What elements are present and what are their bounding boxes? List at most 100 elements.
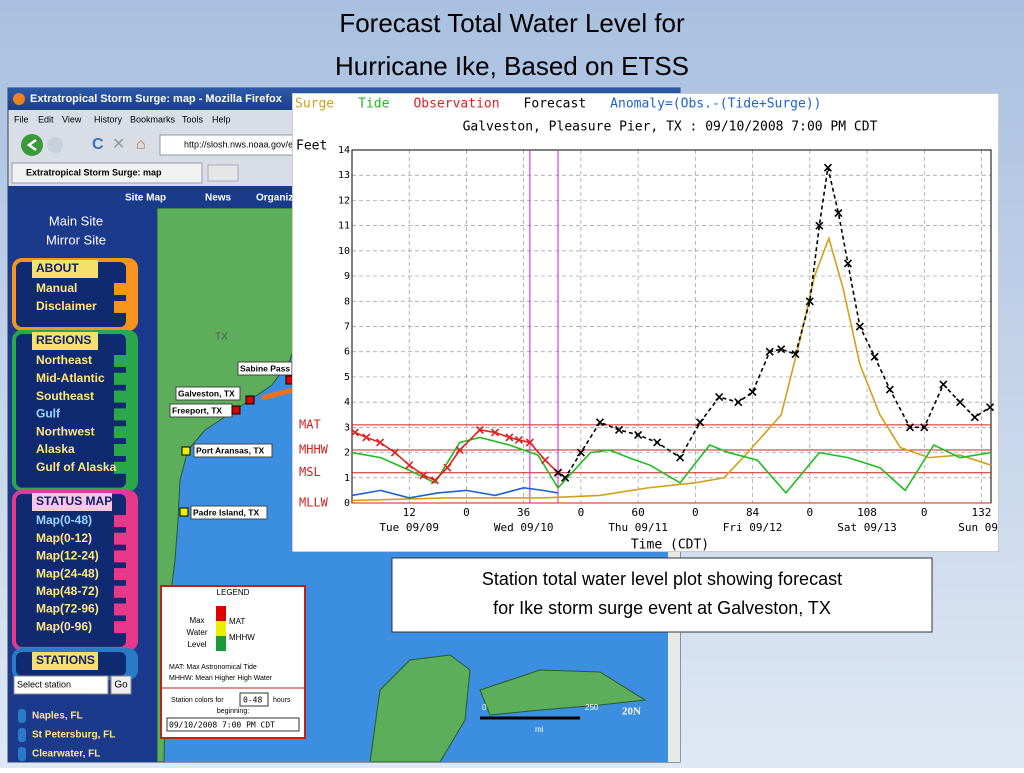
date-input[interactable] <box>166 717 300 732</box>
station-link[interactable]: Clearwater, FL <box>32 749 100 760</box>
y-tick-label: 9 <box>344 271 350 282</box>
station-label: Galveston, TX <box>178 388 235 398</box>
nav-item[interactable]: Map(0-12) <box>36 531 92 545</box>
caption: for Ike storm surge event at Galveston, … <box>493 598 831 618</box>
home-button[interactable]: ⌂ <box>136 136 146 153</box>
data-point <box>614 425 624 434</box>
nav-item[interactable]: Alaska <box>36 442 75 456</box>
station-marker[interactable] <box>231 405 241 415</box>
menu-item[interactable]: View <box>62 114 82 124</box>
legend-title: LEGEND <box>217 588 250 597</box>
station-marker[interactable] <box>179 507 189 517</box>
day-label: Tue 09/09 <box>379 521 439 534</box>
stop-button[interactable]: ✕ <box>112 136 125 153</box>
nav-item[interactable]: Southeast <box>36 389 94 403</box>
plot-background <box>292 93 999 552</box>
section-heading: STATUS MAP <box>36 494 112 508</box>
station-link[interactable]: Naples, FL <box>32 711 83 722</box>
section-heading-bg <box>32 332 98 350</box>
y-tick-label: 7 <box>344 322 350 333</box>
menu-item[interactable]: History <box>94 114 123 124</box>
reload-button[interactable]: C <box>92 136 104 153</box>
state-label: TX <box>215 332 228 343</box>
data-point <box>791 350 800 359</box>
x-axis-label: Time (CDT) <box>631 538 709 553</box>
legend-entry: Forecast <box>524 97 587 112</box>
x-tick-label: 108 <box>857 506 877 519</box>
nav-item[interactable]: Gulf of Alaska <box>36 460 117 474</box>
nav-item[interactable]: Map(12-24) <box>36 549 99 563</box>
hours-value: 0-48 <box>243 696 262 705</box>
menu-item[interactable]: Tools <box>182 114 204 124</box>
station-marker[interactable] <box>181 446 191 456</box>
menu-item[interactable]: File <box>14 114 29 124</box>
data-point <box>970 413 979 422</box>
item-bullet <box>18 709 26 723</box>
data-point <box>490 428 500 437</box>
nav-item[interactable]: Map(24-48) <box>36 566 99 580</box>
site-link[interactable]: Main Site <box>49 213 103 228</box>
legend-box <box>160 585 306 739</box>
item-bullet <box>114 408 128 421</box>
legend-entry: Surge <box>295 97 334 112</box>
url-text: http://slosh.nws.noaa.gov/e <box>184 139 293 149</box>
nav-link[interactable]: Organiz <box>256 193 293 204</box>
item-bullet <box>114 550 128 563</box>
menu-item[interactable]: Edit <box>38 114 54 124</box>
day-label: Sun 09/ <box>958 521 1004 534</box>
y-tick-label: 6 <box>344 347 350 358</box>
reference-label: MLLW <box>299 496 329 510</box>
series-line <box>351 436 992 495</box>
section-heading: REGIONS <box>36 333 91 347</box>
legend-note: MHHW: Mean Higher High Water <box>169 675 273 682</box>
nav-link[interactable]: Site Map <box>125 193 166 204</box>
nav-link[interactable]: News <box>205 193 232 204</box>
data-point <box>696 418 705 427</box>
station-label-box <box>190 505 268 520</box>
data-point <box>920 423 929 432</box>
new-tab[interactable] <box>207 164 239 182</box>
nav-item[interactable]: Gulf <box>36 407 61 421</box>
station-marker[interactable] <box>245 395 255 405</box>
menu-item[interactable]: Bookmarks <box>130 114 176 124</box>
caption: Station total water level plot showing f… <box>482 569 842 589</box>
tab[interactable] <box>11 162 203 184</box>
nav-item[interactable]: Map(72-96) <box>36 602 99 616</box>
nav-item[interactable]: Mid-Atlantic <box>36 371 105 385</box>
data-point <box>715 393 724 402</box>
nav-item[interactable]: Northeast <box>36 353 92 367</box>
y-tick-label: 0 <box>344 498 350 509</box>
nav-item[interactable]: Map(0-48) <box>36 513 92 527</box>
data-point <box>805 297 814 306</box>
nav-item[interactable]: Map(48-72) <box>36 584 99 598</box>
station-select[interactable] <box>13 675 109 695</box>
scale-label: 250 <box>585 703 599 712</box>
section-heading: STATIONS <box>36 653 95 667</box>
y-tick-label: 11 <box>338 221 350 232</box>
series-line <box>354 429 559 482</box>
data-point <box>430 476 440 485</box>
legend-note: MAT: Max Astronomical Tide <box>169 664 257 671</box>
forward-button[interactable] <box>47 137 63 153</box>
station-link[interactable]: St Petersburg, FL <box>32 730 115 741</box>
go-button-text: Go <box>114 680 128 691</box>
site-link[interactable]: Mirror Site <box>46 232 106 247</box>
item-bullet <box>114 301 128 313</box>
nav-item[interactable]: Manual <box>36 281 77 295</box>
nav-item[interactable]: Disclaimer <box>36 299 97 313</box>
y-tick-label: 2 <box>344 448 350 459</box>
section-inner <box>16 334 126 488</box>
back-button[interactable] <box>21 134 43 156</box>
nav-item[interactable]: Map(0-96) <box>36 619 92 633</box>
nav-item[interactable]: Northwest <box>36 424 95 438</box>
data-point <box>843 259 853 268</box>
station-label-box <box>193 443 273 458</box>
legend-entry: Tide <box>358 97 389 112</box>
go-button[interactable] <box>110 675 132 695</box>
station-label-box <box>175 386 241 401</box>
hours-input[interactable] <box>239 692 269 707</box>
legend-swatch <box>216 636 226 651</box>
item-bullet <box>114 585 128 598</box>
menu-item[interactable]: Help <box>212 114 231 124</box>
